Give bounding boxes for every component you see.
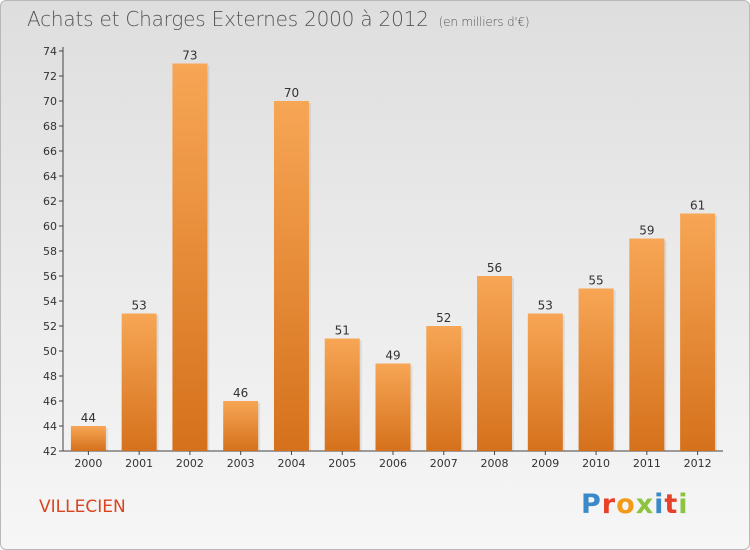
y-tick-label: 58	[43, 245, 57, 258]
x-tick-label: 2001	[125, 457, 153, 470]
bar	[426, 326, 462, 451]
x-tick-label: 2005	[328, 457, 356, 470]
logo-letter: i	[678, 489, 689, 520]
data-label: 61	[690, 199, 705, 213]
bar	[578, 288, 614, 451]
logo-letter: i	[654, 489, 665, 520]
x-tick-label: 2002	[176, 457, 204, 470]
y-tick-label: 46	[43, 395, 57, 408]
y-tick-label: 64	[43, 170, 57, 183]
bar	[477, 276, 513, 451]
chart-unit: (en milliers d'€)	[438, 15, 530, 29]
x-tick-label: 2003	[227, 457, 255, 470]
y-tick-label: 72	[43, 70, 57, 83]
y-tick-label: 68	[43, 120, 57, 133]
bar	[324, 338, 360, 451]
data-label: 44	[81, 411, 96, 425]
bar	[121, 313, 157, 451]
data-label: 46	[233, 386, 248, 400]
bar	[273, 101, 309, 451]
data-label: 73	[182, 49, 197, 63]
y-tick-label: 48	[43, 370, 57, 383]
x-tick-label: 2009	[531, 457, 559, 470]
bar	[223, 401, 259, 451]
logo-letter: P	[581, 489, 602, 520]
y-tick-label: 62	[43, 195, 57, 208]
y-tick-label: 66	[43, 145, 57, 158]
y-tick-label: 50	[43, 345, 57, 358]
logo-letter: t	[664, 489, 679, 520]
x-tick-label: 2011	[633, 457, 661, 470]
data-label: 55	[588, 274, 603, 288]
bar	[680, 213, 716, 451]
data-label: 52	[436, 311, 451, 325]
logo-letter: o	[616, 489, 636, 520]
y-tick-label: 60	[43, 220, 57, 233]
x-tick-label: 2008	[481, 457, 509, 470]
proxiti-logo: Proxiti	[581, 489, 689, 520]
chart-title: Achats et Charges Externes 2000 à 2012 (e…	[27, 7, 530, 31]
bar	[527, 313, 563, 451]
y-tick-label: 70	[43, 95, 57, 108]
bar	[629, 238, 665, 451]
x-tick-label: 2012	[684, 457, 712, 470]
data-label: 53	[132, 299, 147, 313]
bar	[70, 426, 106, 451]
y-tick-label: 56	[43, 270, 57, 283]
logo-letter: r	[601, 489, 617, 520]
x-tick-label: 2010	[582, 457, 610, 470]
y-tick-label: 54	[43, 295, 57, 308]
data-label: 53	[538, 299, 553, 313]
y-tick-label: 42	[43, 445, 57, 458]
data-label: 70	[284, 86, 299, 100]
bar	[172, 63, 208, 451]
commune-name: VILLECIEN	[39, 497, 126, 517]
y-tick-label: 74	[43, 45, 57, 58]
logo-letter: x	[635, 489, 655, 520]
data-label: 49	[385, 349, 400, 363]
y-tick-label: 52	[43, 320, 57, 333]
data-label: 51	[335, 324, 350, 338]
data-label: 56	[487, 261, 502, 275]
data-label: 59	[639, 224, 654, 238]
x-tick-label: 2000	[74, 457, 102, 470]
x-tick-label: 2004	[277, 457, 305, 470]
y-tick-label: 44	[43, 420, 57, 433]
x-tick-label: 2007	[430, 457, 458, 470]
x-tick-label: 2006	[379, 457, 407, 470]
chart-title-text: Achats et Charges Externes 2000 à 2012	[27, 7, 429, 31]
bar	[375, 363, 411, 451]
